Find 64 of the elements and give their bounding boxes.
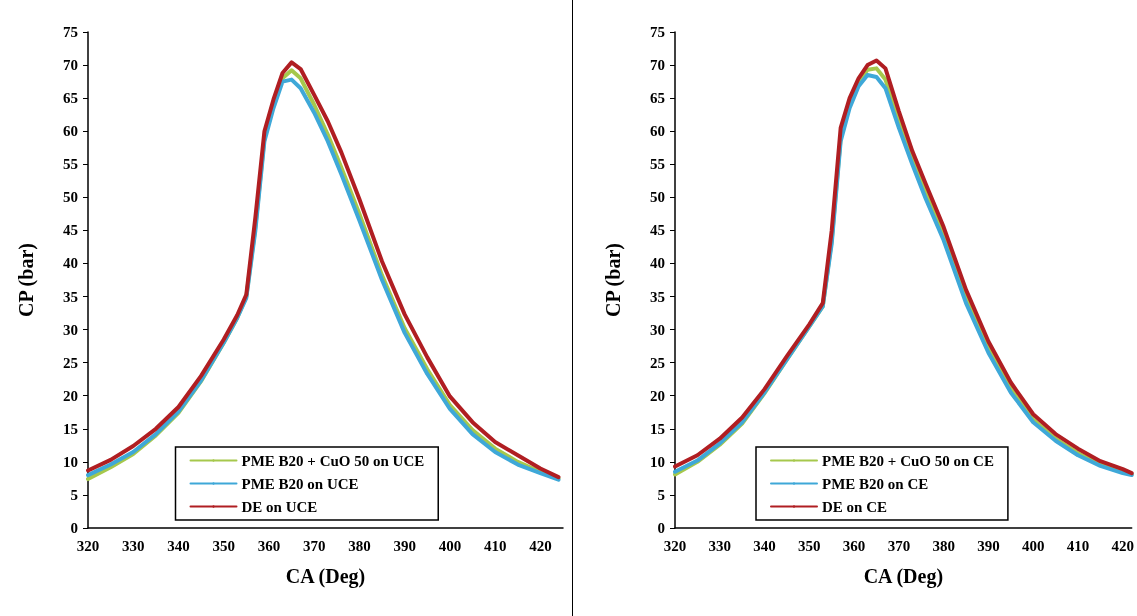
x-tick-label: 350: [798, 537, 821, 554]
y-axis-title: CP (bar): [602, 243, 625, 317]
x-tick-label: 330: [708, 537, 732, 554]
y-tick-label: 40: [650, 255, 665, 272]
y-tick-label: 50: [63, 189, 78, 206]
y-tick-label: 15: [63, 420, 78, 437]
y-tick-label: 70: [63, 57, 78, 74]
x-tick-label: 420: [1111, 537, 1134, 554]
x-tick-label: 380: [348, 537, 371, 554]
x-tick-label: 350: [212, 537, 235, 554]
y-tick-label: 55: [650, 156, 665, 173]
x-tick-label: 360: [842, 537, 866, 554]
y-tick-label: 70: [650, 57, 665, 74]
y-tick-label: 30: [63, 321, 78, 338]
y-tick-label: 60: [650, 123, 665, 140]
x-tick-label: 390: [977, 537, 1000, 554]
x-tick-label: 340: [167, 537, 190, 554]
x-tick-label: 390: [393, 537, 416, 554]
x-tick-label: 370: [887, 537, 911, 554]
y-tick-label: 5: [70, 486, 78, 503]
y-tick-label: 60: [63, 123, 78, 140]
y-tick-label: 45: [63, 222, 78, 239]
x-tick-label: 370: [302, 537, 326, 554]
y-tick-label: 75: [650, 24, 665, 40]
x-tick-label: 400: [1021, 537, 1045, 554]
x-tick-label: 410: [483, 537, 507, 554]
x-tick-label: 400: [438, 537, 462, 554]
y-tick-label: 40: [63, 255, 78, 272]
x-tick-label: 410: [1066, 537, 1090, 554]
x-tick-label: 360: [257, 537, 281, 554]
x-tick-label: 340: [753, 537, 776, 554]
legend-label: PME B20 on UCE: [241, 475, 359, 492]
y-tick-label: 50: [650, 189, 665, 206]
y-tick-label: 65: [63, 90, 78, 107]
y-tick-label: 45: [650, 222, 665, 239]
legend-label: PME B20 on CE: [822, 475, 929, 492]
legend-label: PME B20 + CuO 50 on UCE: [241, 452, 425, 469]
y-tick-label: 0: [70, 520, 78, 536]
y-tick-label: 30: [650, 321, 665, 338]
y-tick-label: 10: [650, 453, 665, 470]
y-tick-label: 35: [650, 288, 665, 305]
y-tick-label: 65: [650, 90, 665, 107]
y-tick-label: 25: [650, 354, 665, 371]
y-tick-label: 35: [63, 288, 78, 305]
y-tick-label: 25: [63, 354, 78, 371]
y-tick-label: 10: [63, 453, 78, 470]
x-tick-label: 320: [76, 537, 100, 554]
x-axis-title: CA (Deg): [285, 565, 366, 588]
y-tick-label: 20: [650, 387, 665, 404]
x-tick-label: 320: [663, 537, 687, 554]
y-tick-label: 15: [650, 420, 665, 437]
y-axis-title: CP (bar): [15, 243, 38, 317]
legend-label: DE on UCE: [241, 498, 318, 515]
legend-label: DE on CE: [822, 498, 888, 515]
x-axis-title: CA (Deg): [863, 565, 944, 588]
legend-label: PME B20 + CuO 50 on CE: [822, 452, 994, 469]
y-tick-label: 55: [63, 156, 78, 173]
y-tick-label: 75: [63, 24, 78, 40]
y-tick-label: 20: [63, 387, 78, 404]
x-tick-label: 380: [932, 537, 955, 554]
x-tick-label: 420: [529, 537, 552, 554]
y-tick-label: 5: [657, 486, 665, 503]
y-tick-label: 0: [657, 520, 665, 536]
x-tick-label: 330: [121, 537, 145, 554]
